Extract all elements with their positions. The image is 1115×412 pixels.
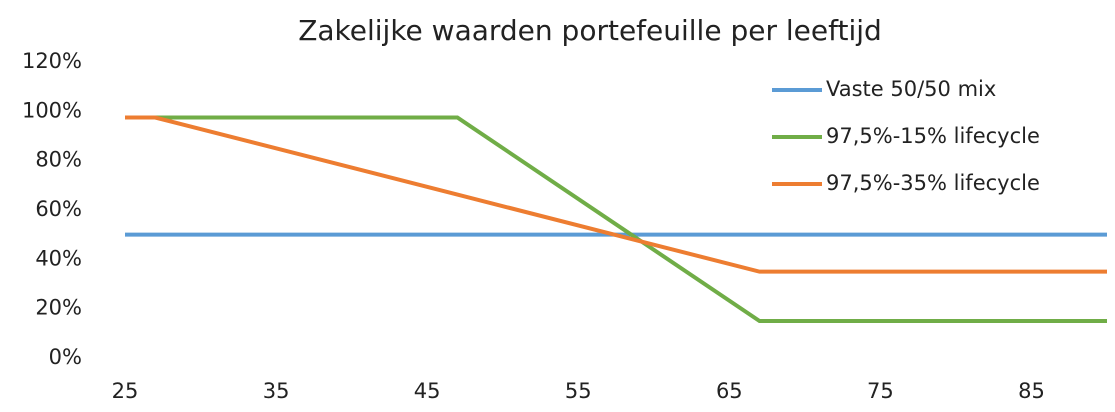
data-line xyxy=(125,115,1107,274)
x-tick-label: 55 xyxy=(565,379,592,403)
legend-label: 97,5%-15% lifecycle xyxy=(826,124,1040,148)
y-tick-label: 60% xyxy=(35,197,82,221)
y-tick-label: 20% xyxy=(35,296,82,320)
chart-title: Zakelijke waarden portefeuille per leeft… xyxy=(298,14,882,47)
y-tick-label: 120% xyxy=(22,49,82,73)
x-tick-label: 45 xyxy=(414,379,441,403)
x-tick-label: 25 xyxy=(112,379,139,403)
x-tick-label: 35 xyxy=(263,379,290,403)
legend-label: 97,5%-35% lifecycle xyxy=(826,171,1040,195)
legend-label: Vaste 50/50 mix xyxy=(826,77,996,101)
x-tick-label: 75 xyxy=(867,379,894,403)
y-tick-label: 80% xyxy=(35,148,82,172)
x-tick-label: 85 xyxy=(1018,379,1045,403)
y-tick-label: 40% xyxy=(35,246,82,270)
y-tick-label: 100% xyxy=(22,98,82,122)
y-tick-label: 0% xyxy=(49,345,82,369)
x-tick-label: 65 xyxy=(716,379,743,403)
